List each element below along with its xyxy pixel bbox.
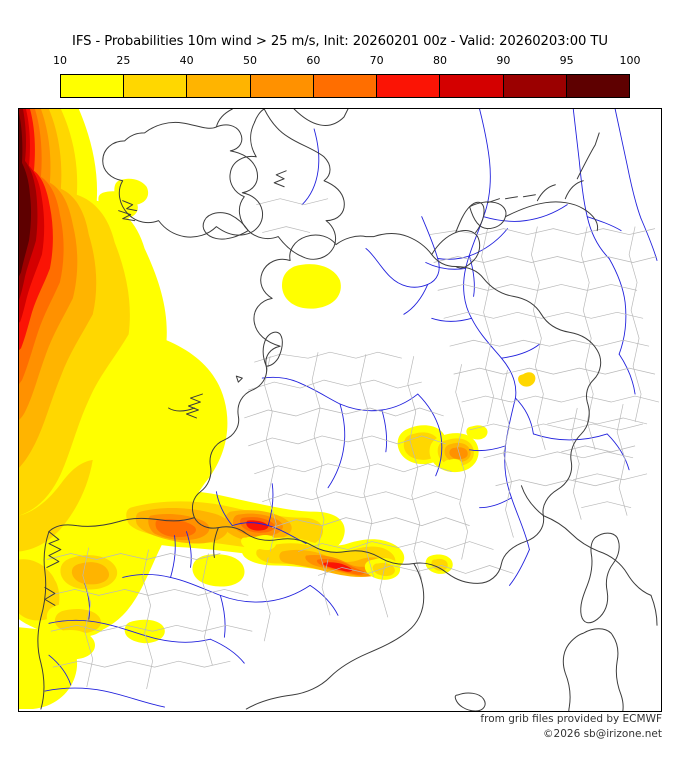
probability-contour-field bbox=[19, 109, 536, 710]
colorbar-swatches bbox=[60, 74, 630, 98]
colorbar-tick-50: 50 bbox=[243, 54, 257, 67]
credits-block: from grib files provided by ECMWF ©2026 … bbox=[262, 712, 662, 742]
colorbar-tick-70: 70 bbox=[369, 54, 384, 67]
colorbar-tick-95: 95 bbox=[559, 54, 574, 67]
colorbar-swatch-50 bbox=[250, 75, 314, 97]
colorbar-legend: 10 25 40 50 60 70 80 90 95 100 bbox=[53, 54, 641, 98]
colorbar-tick-100: 100 bbox=[619, 54, 641, 67]
colorbar-tick-60: 60 bbox=[306, 54, 321, 67]
colorbar-tick-25: 25 bbox=[116, 54, 131, 67]
colorbar-tick-40: 40 bbox=[179, 54, 194, 67]
colorbar-tick-80: 80 bbox=[433, 54, 447, 67]
colorbar-tick-10: 10 bbox=[53, 54, 67, 67]
colorbar-swatch-90 bbox=[503, 75, 567, 97]
colorbar-swatch-70 bbox=[377, 75, 441, 97]
colorbar-swatch-40 bbox=[187, 75, 251, 97]
colorbar-swatch-25 bbox=[124, 75, 188, 97]
colorbar-tick-90: 90 bbox=[496, 54, 511, 67]
credits-copyright: ©2026 sb@irizone.net bbox=[543, 728, 662, 740]
credits-source: from grib files provided by ECMWF bbox=[480, 713, 662, 725]
map-canvas bbox=[19, 109, 660, 711]
map-frame[interactable] bbox=[18, 108, 662, 712]
colorbar-swatch-60 bbox=[313, 75, 378, 97]
river-network bbox=[44, 109, 658, 708]
coastlines bbox=[37, 109, 658, 711]
colorbar-tick-labels: 10 25 40 50 60 70 80 90 95 100 bbox=[53, 54, 641, 70]
page-title: IFS - Probabilities 10m wind > 25 m/s, I… bbox=[72, 34, 608, 49]
colorbar-swatch-10 bbox=[61, 75, 125, 97]
colorbar-swatch-80 bbox=[440, 75, 504, 97]
colorbar-swatch-95 bbox=[566, 75, 629, 97]
administrative-borders bbox=[46, 198, 660, 690]
